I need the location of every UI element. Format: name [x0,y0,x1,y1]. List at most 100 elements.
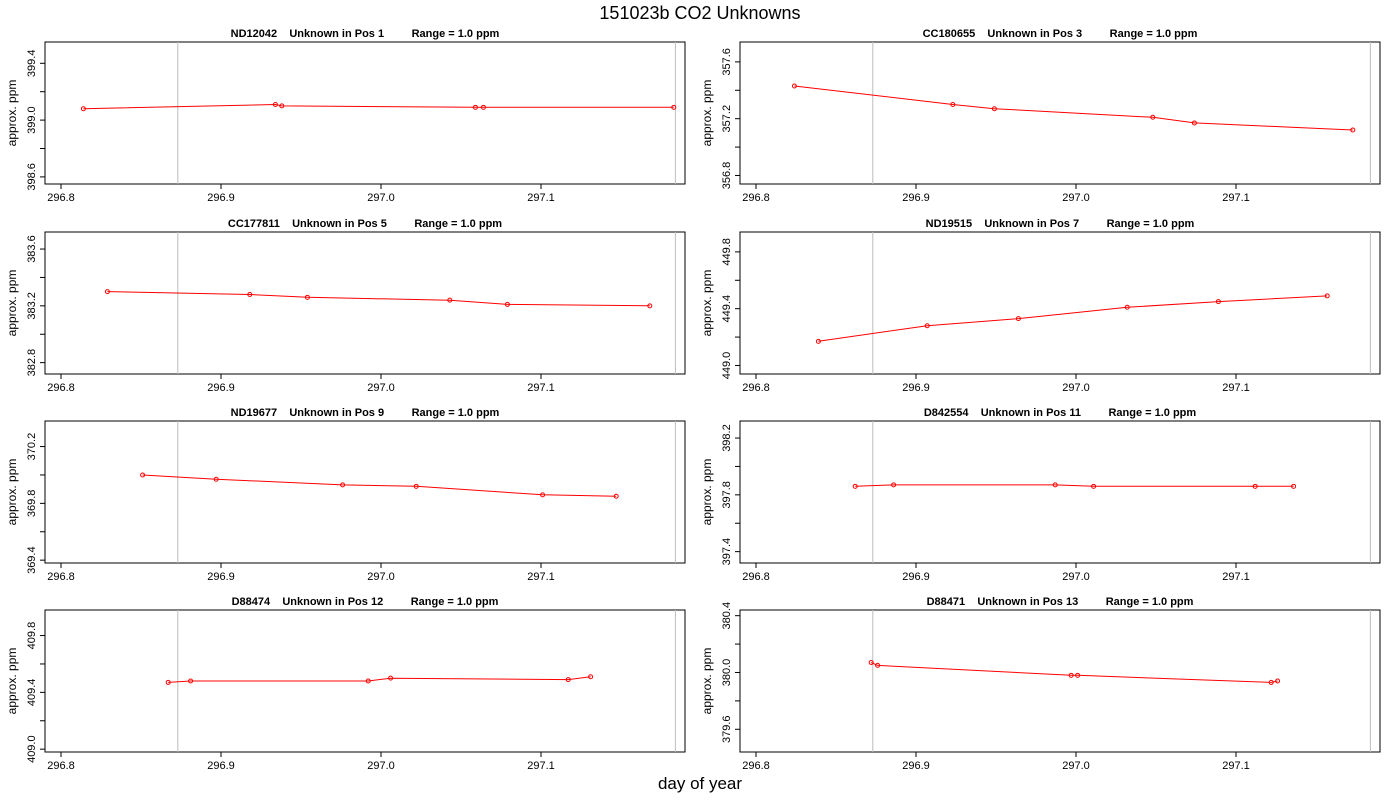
data-point [140,472,146,478]
data-point [1052,482,1058,488]
data-point [213,476,219,482]
chart-title: D88474 Unknown in Pos 12 Range = 1.0 ppm [232,596,499,608]
data-point [247,291,253,297]
x-tick-label: 297.0 [1062,571,1090,583]
figure-x-axis-label: day of year [657,774,743,793]
x-tick-label: 297.1 [527,382,555,394]
chart-panel: ND19677 Unknown in Pos 9 Range = 1.0 ppm… [5,407,686,583]
y-tick-label: 383.6 [26,235,38,263]
y-tick-label: 369.4 [26,546,38,574]
data-point [588,674,594,680]
x-tick-label: 297.0 [367,382,395,394]
x-tick-label: 296.9 [207,382,235,394]
data-point [188,678,194,684]
y-tick-label: 409.0 [26,735,38,763]
y-tick-label: 380.0 [721,659,733,687]
data-point [815,338,821,344]
y-axis-label: approx. ppm [700,270,714,337]
chart-panel: ND19515 Unknown in Pos 7 Range = 1.0 ppm… [700,218,1381,394]
data-point [1215,299,1221,305]
plot-frame [44,609,686,753]
plot-frame [739,231,1381,375]
y-tick-label: 380.4 [721,602,733,630]
chart-panel: CC177811 Unknown in Pos 5 Range = 1.0 pp… [5,218,686,394]
data-point [791,83,797,89]
data-point [565,677,571,683]
y-tick-label: 357.2 [721,105,733,133]
x-tick-label: 296.8 [47,382,75,394]
x-tick-label: 296.9 [902,571,930,583]
y-tick-label: 449.4 [721,295,733,323]
y-tick-label: 357.6 [721,48,733,76]
data-point [365,678,371,684]
y-tick-label: 449.0 [721,352,733,380]
y-tick-label: 383.2 [26,292,38,320]
chart-panel: D88471 Unknown in Pos 13 Range = 1.0 ppm… [700,596,1381,772]
data-point [1324,293,1330,299]
series-line [855,484,1294,487]
data-point [875,662,881,668]
x-tick-label: 297.1 [527,760,555,772]
chart-panel: D88474 Unknown in Pos 12 Range = 1.0 ppm… [5,596,686,772]
data-point [1268,679,1274,685]
x-tick-label: 296.8 [742,571,770,583]
y-tick-label: 382.8 [26,349,38,377]
chart-title: D88471 Unknown in Pos 13 Range = 1.0 ppm [927,596,1194,608]
y-axis-label: approx. ppm [5,270,19,337]
x-tick-label: 296.8 [742,382,770,394]
series-line [168,676,591,683]
chart-panel: ND12042 Unknown in Pos 1 Range = 1.0 ppm… [5,28,686,204]
x-tick-label: 296.9 [207,760,235,772]
x-tick-label: 297.1 [527,192,555,204]
chart-title: CC177811 Unknown in Pos 5 Range = 1.0 pp… [228,218,502,230]
chart-panel: D842554 Unknown in Pos 11 Range = 1.0 pp… [700,407,1381,583]
series-line [107,291,650,307]
x-tick-label: 297.1 [527,571,555,583]
data-point [647,303,653,309]
x-tick-label: 296.8 [47,192,75,204]
data-point [1275,678,1281,684]
y-tick-label: 370.2 [26,433,38,461]
plot-frame [44,231,686,375]
data-point [279,103,285,109]
data-point [388,675,394,681]
data-point [1015,316,1021,322]
y-tick-label: 409.8 [26,622,38,650]
plot-frame [44,41,686,185]
data-point [504,301,510,307]
data-point [304,294,310,300]
x-tick-label: 297.0 [367,192,395,204]
data-point [480,104,486,110]
data-point [447,297,453,303]
x-tick-label: 297.0 [1062,192,1090,204]
x-tick-label: 297.1 [1222,571,1250,583]
chart-title: ND19515 Unknown in Pos 7 Range = 1.0 ppm [926,218,1195,230]
data-point [1068,672,1074,678]
data-point [1124,304,1130,310]
figure-title: 151023b CO2 Unknowns [599,3,801,23]
y-tick-label: 449.8 [721,238,733,266]
x-tick-label: 296.8 [47,760,75,772]
y-tick-label: 369.8 [26,490,38,518]
data-point [413,483,419,489]
data-point [1350,127,1356,133]
x-tick-label: 296.8 [47,571,75,583]
y-tick-label: 399.4 [26,50,38,78]
data-point [868,660,874,666]
y-tick-label: 399.0 [26,106,38,134]
plot-frame [44,420,686,564]
data-point [991,106,997,112]
data-point [671,104,677,110]
data-point [165,679,171,685]
y-tick-label: 409.4 [26,679,38,707]
x-tick-label: 296.9 [902,382,930,394]
x-tick-label: 297.1 [1222,760,1250,772]
data-point [852,483,858,489]
y-axis-label: approx. ppm [700,80,714,147]
y-axis-label: approx. ppm [5,80,19,147]
x-tick-label: 297.0 [367,571,395,583]
y-axis-label: approx. ppm [5,459,19,526]
x-tick-label: 297.0 [367,760,395,772]
